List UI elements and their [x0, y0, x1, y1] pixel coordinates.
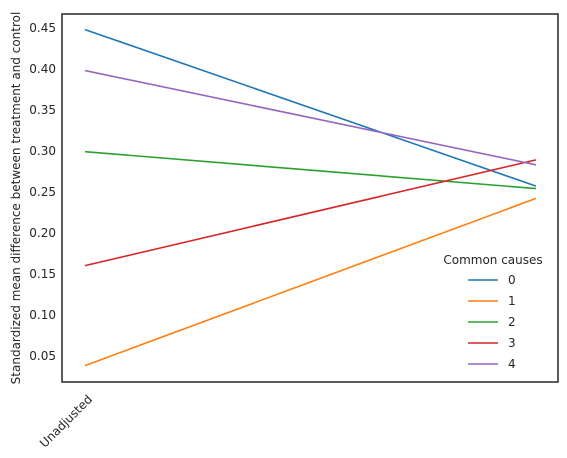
y-tick-label: 0.10: [29, 308, 56, 322]
y-tick-label: 0.25: [29, 185, 56, 199]
legend-items: 0 1 2 3 4: [468, 273, 516, 371]
y-tick-label: 0.20: [29, 226, 56, 240]
x-axis-ticks: Unadjusted: [37, 392, 95, 450]
y-tick-label: 0.05: [29, 349, 56, 363]
series-line-1: [84, 197, 537, 367]
plot-frame: [61, 13, 559, 383]
legend-title: Common causes: [443, 253, 542, 267]
legend-label-2: 2: [508, 315, 516, 329]
series-line-4: [84, 69, 537, 166]
legend: Common causes 0 1 2 3 4: [443, 253, 542, 371]
y-tick-label: 0.35: [29, 103, 56, 117]
y-tick-label: 0.30: [29, 144, 56, 158]
y-tick-label: 0.15: [29, 267, 56, 281]
legend-label-4: 4: [508, 357, 516, 371]
series-line-2: [84, 150, 537, 190]
x-tick-label: Unadjusted: [37, 392, 95, 450]
y-axis-label: Standardized mean difference between tre…: [9, 12, 23, 385]
series-layer: [84, 28, 537, 367]
legend-label-0: 0: [508, 273, 516, 287]
y-tick-label: 0.45: [29, 21, 56, 35]
series-line-3: [84, 159, 537, 267]
legend-label-1: 1: [508, 294, 516, 308]
series-line-0: [84, 28, 537, 187]
legend-label-3: 3: [508, 336, 516, 350]
y-axis-ticks: 0.05 0.10 0.15 0.20 0.25 0.30 0.35 0.40 0.45: [29, 21, 56, 363]
y-tick-label: 0.40: [29, 62, 56, 76]
